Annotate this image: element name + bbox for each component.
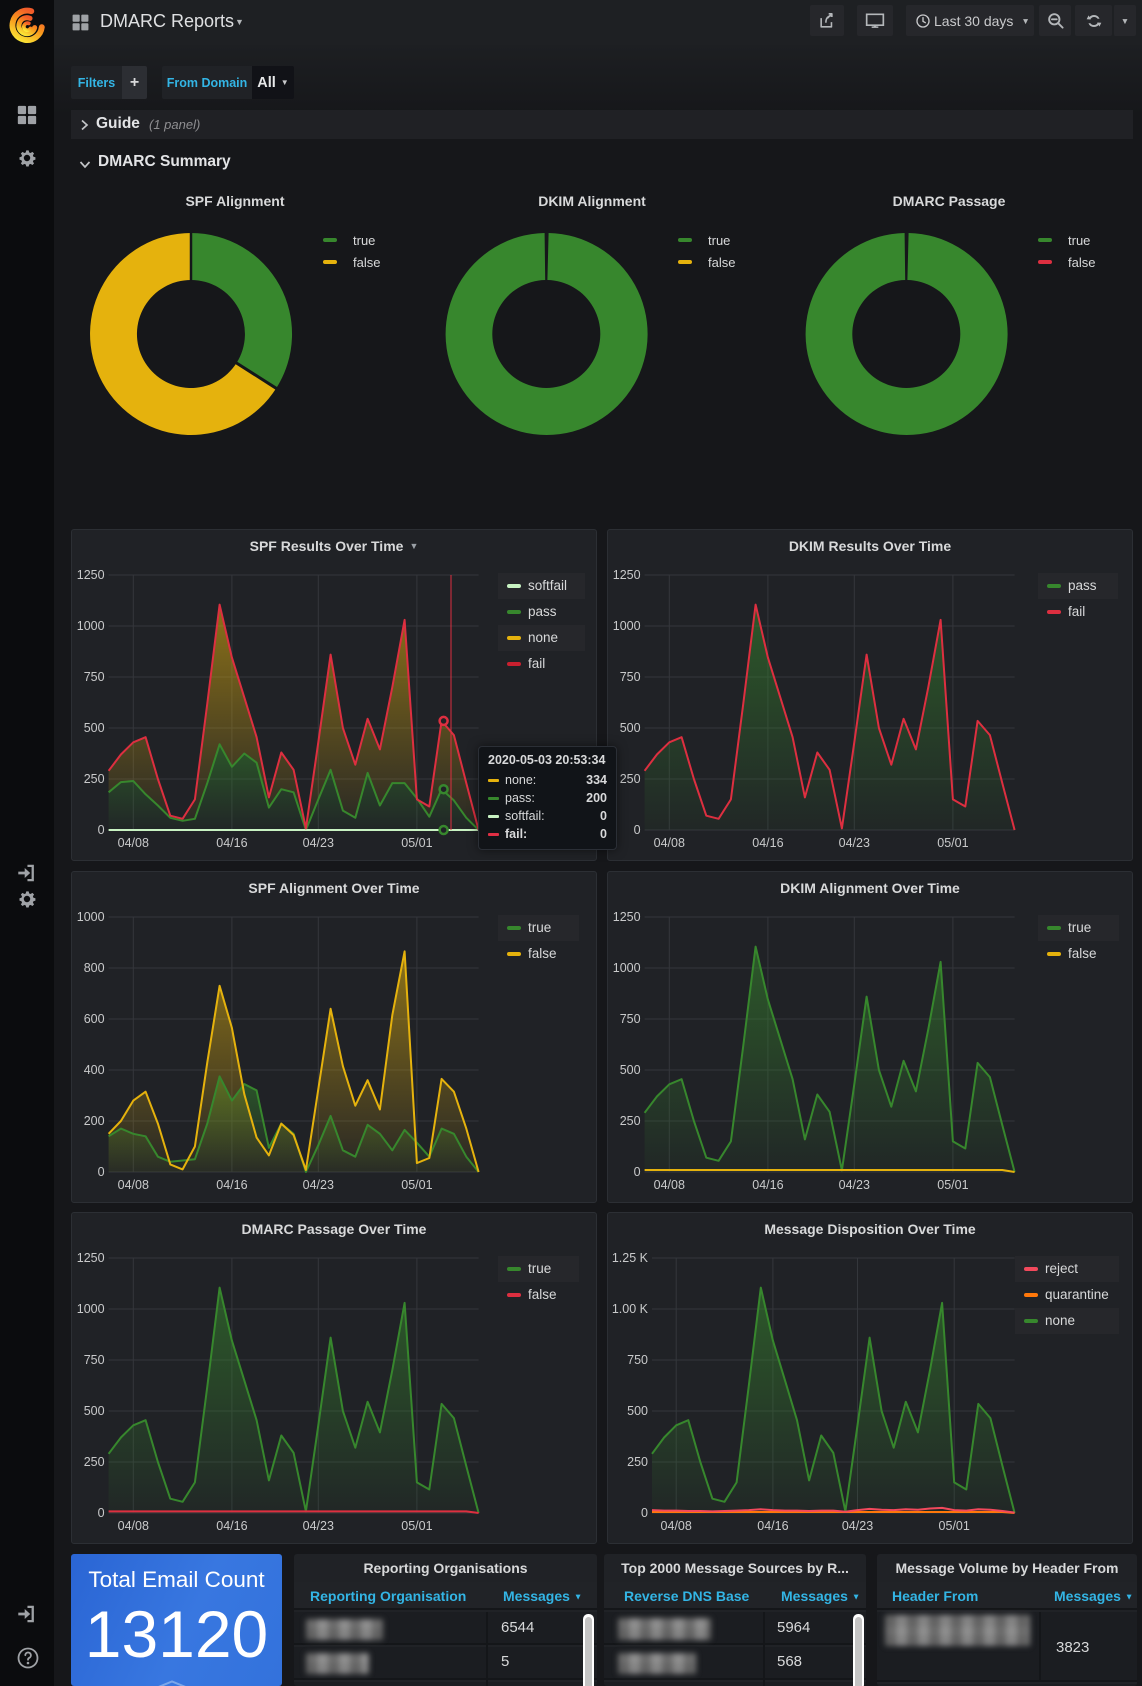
svg-text:0: 0 bbox=[634, 1165, 641, 1179]
svg-text:0: 0 bbox=[98, 823, 105, 837]
svg-text:1250: 1250 bbox=[77, 568, 105, 582]
svg-text:04/23: 04/23 bbox=[839, 836, 870, 850]
svg-text:04/08: 04/08 bbox=[661, 1519, 692, 1533]
svg-text:1.00 K: 1.00 K bbox=[612, 1302, 649, 1316]
svg-text:500: 500 bbox=[620, 1063, 641, 1077]
svg-text:250: 250 bbox=[84, 1455, 105, 1469]
svg-text:05/01: 05/01 bbox=[937, 1178, 968, 1192]
svg-text:600: 600 bbox=[84, 1012, 105, 1026]
svg-text:1000: 1000 bbox=[613, 961, 641, 975]
svg-text:05/01: 05/01 bbox=[939, 1519, 970, 1533]
svg-text:1000: 1000 bbox=[77, 910, 105, 924]
svg-text:1000: 1000 bbox=[613, 619, 641, 633]
svg-text:04/23: 04/23 bbox=[839, 1178, 870, 1192]
svg-text:04/08: 04/08 bbox=[118, 1519, 149, 1533]
svg-text:05/01: 05/01 bbox=[937, 836, 968, 850]
svg-text:1.25 K: 1.25 K bbox=[612, 1251, 649, 1265]
svg-text:750: 750 bbox=[620, 1012, 641, 1026]
svg-text:500: 500 bbox=[627, 1404, 648, 1418]
svg-text:04/08: 04/08 bbox=[118, 836, 149, 850]
svg-text:04/16: 04/16 bbox=[216, 1519, 247, 1533]
svg-text:1250: 1250 bbox=[613, 910, 641, 924]
svg-text:800: 800 bbox=[84, 961, 105, 975]
svg-text:04/23: 04/23 bbox=[303, 1519, 334, 1533]
svg-text:250: 250 bbox=[620, 1114, 641, 1128]
svg-text:04/16: 04/16 bbox=[752, 836, 783, 850]
svg-text:250: 250 bbox=[84, 772, 105, 786]
svg-text:500: 500 bbox=[84, 721, 105, 735]
svg-text:04/23: 04/23 bbox=[303, 1178, 334, 1192]
svg-text:04/16: 04/16 bbox=[216, 1178, 247, 1192]
svg-text:0: 0 bbox=[634, 823, 641, 837]
svg-text:0: 0 bbox=[98, 1506, 105, 1520]
svg-text:04/16: 04/16 bbox=[216, 836, 247, 850]
svg-text:04/08: 04/08 bbox=[118, 1178, 149, 1192]
svg-text:250: 250 bbox=[620, 772, 641, 786]
svg-text:250: 250 bbox=[627, 1455, 648, 1469]
svg-text:500: 500 bbox=[620, 721, 641, 735]
svg-text:05/01: 05/01 bbox=[401, 1178, 432, 1192]
svg-text:750: 750 bbox=[627, 1353, 648, 1367]
svg-text:1000: 1000 bbox=[77, 619, 105, 633]
svg-text:400: 400 bbox=[84, 1063, 105, 1077]
svg-text:0: 0 bbox=[98, 1165, 105, 1179]
svg-text:04/08: 04/08 bbox=[654, 836, 685, 850]
svg-text:04/16: 04/16 bbox=[752, 1178, 783, 1192]
svg-text:1250: 1250 bbox=[77, 1251, 105, 1265]
svg-text:04/23: 04/23 bbox=[303, 836, 334, 850]
svg-text:04/08: 04/08 bbox=[654, 1178, 685, 1192]
svg-text:04/23: 04/23 bbox=[842, 1519, 873, 1533]
svg-text:750: 750 bbox=[84, 1353, 105, 1367]
svg-text:1000: 1000 bbox=[77, 1302, 105, 1316]
svg-text:500: 500 bbox=[84, 1404, 105, 1418]
svg-text:0: 0 bbox=[641, 1506, 648, 1520]
svg-text:04/16: 04/16 bbox=[757, 1519, 788, 1533]
svg-text:200: 200 bbox=[84, 1114, 105, 1128]
svg-text:1250: 1250 bbox=[613, 568, 641, 582]
svg-text:05/01: 05/01 bbox=[401, 836, 432, 850]
svg-text:05/01: 05/01 bbox=[401, 1519, 432, 1533]
svg-text:750: 750 bbox=[620, 670, 641, 684]
svg-text:750: 750 bbox=[84, 670, 105, 684]
